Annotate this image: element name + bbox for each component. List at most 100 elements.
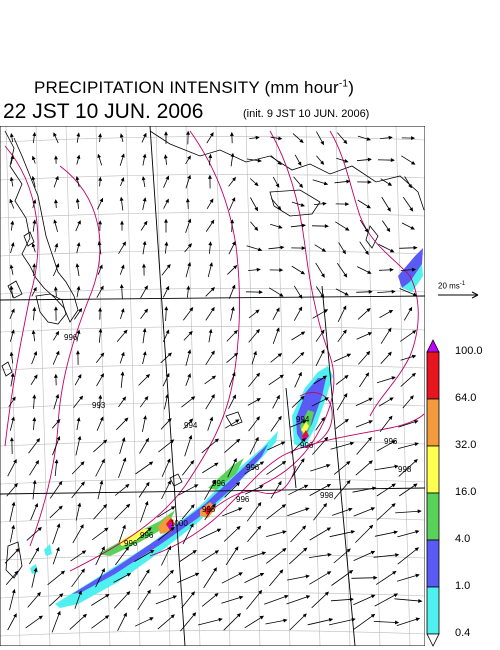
isobar-label: 996 [236,495,250,504]
wind-vector-head [395,553,400,557]
wind-vector-head [298,306,303,311]
wind-vector-head [142,240,147,245]
wind-vector-head [187,373,191,378]
colorbar-over-triangle [426,339,440,353]
wind-vector-head [345,202,350,207]
wind-vector-head [236,525,241,531]
wind-vector-head [125,546,130,551]
wind-vector [227,458,237,478]
wind-vector-head [411,160,416,165]
wind-vector-head [148,461,154,466]
wind-vector-head [104,527,109,532]
wind-vector-head [53,199,58,204]
wind-vector [221,596,243,604]
wind-vector-head [408,183,412,189]
wind-vector-head [60,570,66,575]
wind-vector-head [391,440,396,445]
wind-vector [7,459,17,477]
wind-vector-head [120,220,124,225]
wind-vector-head [282,530,287,535]
wind-vector-head [58,505,63,510]
wind-vector-head [76,329,81,334]
wind-vector [266,504,286,520]
wind-vector-head [368,460,373,465]
wind-vector-head [230,152,235,157]
wind-vector-head [417,509,422,514]
wind-vector [225,546,239,566]
wind-vector-head [233,264,238,270]
wind-vector-head [123,329,128,334]
wind-vector-head [386,227,391,233]
colorbar-under-triangle [426,633,440,647]
wind-vector-head [77,502,82,507]
wind-vector-head [327,552,332,557]
wind-vector-head [320,329,325,334]
wind-vector [374,531,398,537]
wind-vector [75,436,81,456]
wind-vector-head [321,416,325,422]
precip-cell-2-red [204,505,212,515]
latitude-line [0,478,425,485]
wind-vector-head [254,226,259,231]
wind-vector [395,510,421,514]
wind-vector [268,569,284,587]
isobar-label: 1000 [170,519,188,528]
wind-vector-head [387,207,391,212]
wind-vector-head [31,155,36,161]
wind-vector-head [366,307,371,313]
wind-vector [157,614,175,630]
wind-vector-head [367,436,373,442]
wind-vector [400,330,416,342]
wind-vector-head [301,223,307,228]
wind-vector-head [169,569,174,574]
wind-vector [182,523,194,545]
wind-vector-head [216,528,222,533]
colorbar-label: 4.0 [455,533,471,545]
wind-vector [47,570,65,586]
wind-vector [396,574,420,582]
wind-vector-head [230,219,235,224]
wind-vector [201,550,219,562]
wind-vector-head [145,569,150,574]
wind-vector [266,531,286,537]
wind-vector-head [232,394,236,399]
wind-vector-head [388,415,393,420]
wind-vector-head [282,548,287,553]
wind-vector-head [275,307,280,312]
wind-vector [27,592,41,608]
wind-vector-head [414,547,420,552]
wind-vector-head [389,397,394,402]
wind-vector-head [229,131,234,137]
wind-vector-head [167,545,171,551]
wind-vector-head [275,327,280,332]
wind-vector-head [412,330,417,334]
wind-vector-head [233,457,237,463]
wind-vector-head [322,375,328,380]
wind-vector-head [31,175,36,181]
wind-vector-head [346,480,351,485]
wind-vector-head [256,398,261,402]
wind-vector [72,524,84,544]
wind-vector-head [187,243,193,248]
wind-vector [336,393,348,411]
wind-vector-head [188,434,193,440]
isobar-label: 998 [398,465,412,474]
longitude-line [365,126,381,646]
wind-vector [138,569,150,587]
wind-vector-head [31,329,36,335]
wind-vector-head [164,306,169,311]
wind-vector-head [214,550,220,555]
wind-vector [246,502,262,522]
wind-vector-head [98,328,103,333]
wind-vector-head [53,219,58,224]
wind-vector-head [370,507,376,511]
wind-vector [246,590,262,610]
wind-vector-head [99,416,104,421]
wind-vector-head [81,568,85,573]
wind-vector-head [55,175,59,181]
wind-vector [181,504,195,520]
wind-vector-head [104,615,110,620]
wind-vector [351,577,377,579]
wind-vector-head [298,371,302,377]
wind-vector [266,461,286,475]
